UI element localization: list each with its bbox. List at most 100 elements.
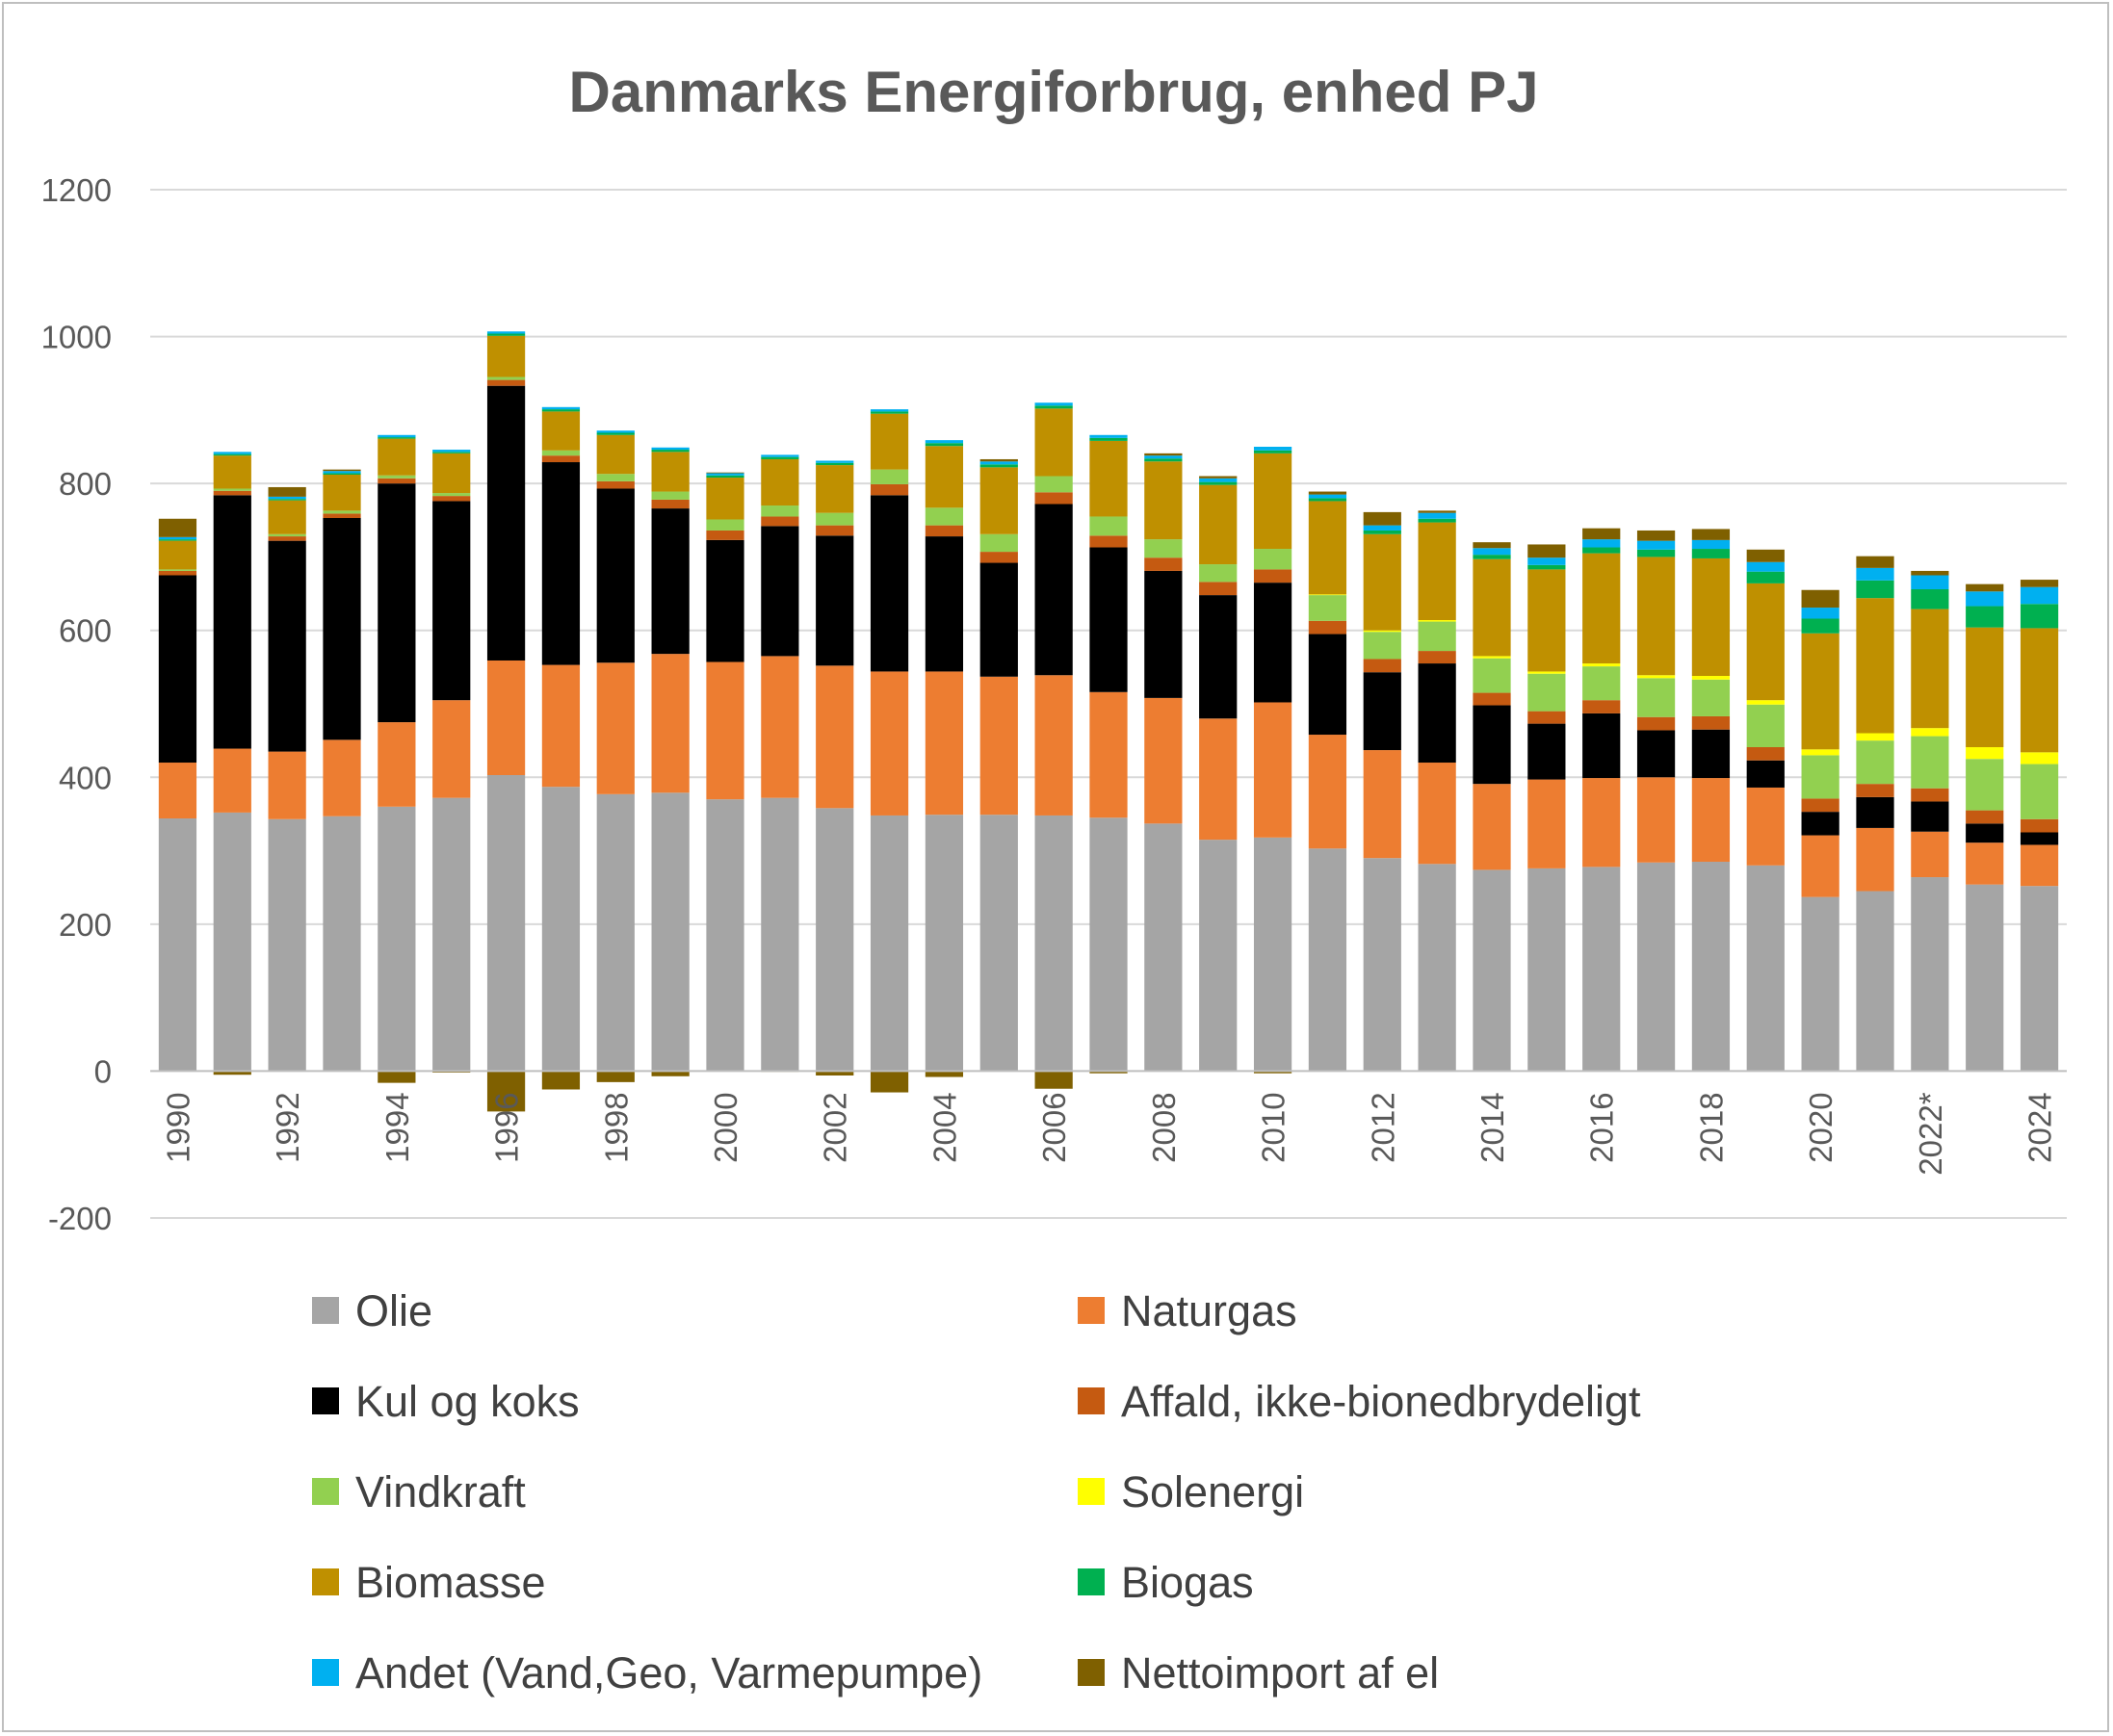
bar-stack: [213, 452, 251, 1075]
bar-segment: [1746, 760, 1785, 788]
bar-segment: [323, 517, 361, 740]
legend-item: Affald, ikke-bionedbrydeligt: [1078, 1377, 1641, 1426]
bar-segment: [706, 519, 744, 531]
bar-segment: [378, 722, 416, 807]
bar-segment: [706, 478, 744, 520]
y-tick-label: 400: [59, 760, 112, 795]
bar-segment: [1363, 632, 1401, 660]
bar-segment: [1801, 798, 1839, 813]
bar-stack: [1308, 491, 1347, 1072]
legend-swatch: [312, 1297, 339, 1324]
bar-segment: [1582, 867, 1621, 1072]
bar-segment: [1308, 498, 1347, 502]
bar-segment: [1089, 547, 1128, 692]
bar-segment: [870, 1071, 909, 1093]
bar-segment: [816, 465, 854, 513]
bar-segment: [1966, 747, 2004, 760]
bars: [158, 331, 2059, 1112]
bar-segment: [1911, 588, 1949, 609]
x-tick-label: 2018: [1693, 1092, 1729, 1162]
bar-segment: [1199, 484, 1238, 565]
bar-segment: [979, 562, 1018, 677]
bar-segment: [1144, 697, 1183, 824]
bar-segment: [870, 483, 909, 496]
bar-segment: [816, 1071, 854, 1076]
bar-segment: [1527, 569, 1566, 672]
bar-segment: [816, 512, 854, 526]
bar-stack: [1801, 589, 1839, 1072]
bar-segment: [1363, 511, 1401, 526]
bar-segment: [651, 792, 690, 1072]
legend: Olie Naturgas Kul og koks Affald, ikke-bion…: [312, 1286, 1641, 1697]
bar-segment: [268, 540, 306, 752]
bar-segment: [1034, 1071, 1073, 1089]
bar-segment: [486, 335, 526, 377]
bar-segment: [1856, 827, 1894, 892]
bar-stack: [761, 454, 799, 1073]
bar-stack: [1253, 447, 1292, 1074]
bar-segment: [1199, 840, 1238, 1072]
bar-segment: [2020, 764, 2059, 819]
bar-segment: [761, 458, 799, 506]
bar-segment: [486, 333, 526, 336]
bar-segment: [486, 660, 526, 775]
bar-segment: [1473, 558, 1511, 657]
legend-label: Nettoimport af el: [1121, 1648, 1439, 1697]
bar-segment: [1691, 715, 1731, 730]
bar-segment: [1691, 679, 1731, 716]
bar-segment: [761, 505, 799, 517]
bar-segment: [1473, 705, 1511, 785]
bar-segment: [1418, 864, 1456, 1072]
bar-segment: [1527, 723, 1566, 780]
y-tick-label: -200: [48, 1201, 112, 1236]
bar-segment: [1801, 589, 1839, 609]
bar-segment: [1199, 481, 1238, 485]
bar-segment: [2020, 586, 2059, 605]
bar-segment: [1582, 547, 1621, 554]
bar-segment: [1089, 434, 1128, 438]
x-tick-label: 2012: [1365, 1092, 1400, 1162]
bar-segment: [651, 1071, 690, 1076]
bar-segment: [1473, 692, 1511, 706]
bar-segment: [541, 787, 581, 1072]
y-axis-ticks: -200 0 200 400 600 800 1000 1200: [41, 172, 112, 1236]
bar-segment: [761, 797, 799, 1072]
bar-segment: [1582, 539, 1621, 548]
bar-segment: [378, 483, 416, 723]
bar-segment: [1691, 539, 1731, 550]
bar-segment: [1253, 453, 1292, 550]
bar-stack: [1911, 570, 1949, 1072]
bar-stack: [1966, 583, 2004, 1072]
legend-item: Solenergi: [1078, 1467, 1304, 1516]
bar-segment: [268, 536, 306, 541]
bar-segment: [1034, 815, 1073, 1072]
bar-segment: [1911, 570, 1949, 576]
bar-segment: [323, 473, 361, 475]
y-tick-label: 0: [94, 1053, 112, 1089]
bar-stack: [1856, 556, 1894, 1072]
bar-segment: [1691, 729, 1731, 779]
bar-segment: [1966, 591, 2004, 607]
bar-segment: [1966, 583, 2004, 592]
bar-stack: [1746, 549, 1785, 1072]
bar-segment: [268, 818, 306, 1072]
bar-segment: [925, 1071, 964, 1077]
bar-segment: [323, 513, 361, 518]
legend-item: Kul og koks: [312, 1377, 580, 1426]
bar-stack: [706, 472, 744, 1072]
bar-segment: [1144, 453, 1183, 456]
legend-item: Naturgas: [1078, 1286, 1297, 1335]
bar-segment: [1253, 549, 1292, 570]
x-tick-label: 2008: [1146, 1092, 1182, 1162]
bar-segment: [1801, 608, 1839, 619]
bar-segment: [158, 818, 197, 1072]
bar-segment: [1363, 659, 1401, 673]
bar-segment: [1418, 522, 1456, 621]
bar-segment: [1527, 564, 1566, 570]
bar-segment: [925, 815, 964, 1072]
bar-segment: [596, 474, 635, 481]
bar-segment: [1527, 711, 1566, 724]
bar-segment: [1473, 548, 1511, 556]
bar-segment: [1253, 447, 1292, 451]
bar-segment: [1527, 671, 1566, 674]
